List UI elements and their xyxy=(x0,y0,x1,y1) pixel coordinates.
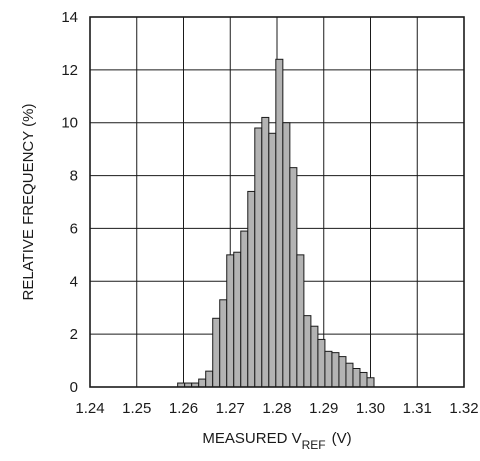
y-tick-label: 10 xyxy=(61,115,78,132)
histogram-bar xyxy=(275,58,284,388)
histogram-bar xyxy=(289,167,298,388)
histogram-bar xyxy=(352,368,361,388)
tick-labels: 1.24 1.25 1.26 1.27 1.28 1.29 1.30 1.31 1.32 0 2 4 6… xyxy=(61,9,478,417)
y-tick-label: 6 xyxy=(70,220,78,237)
histogram-bar xyxy=(268,132,277,388)
histogram-bar xyxy=(303,315,312,388)
x-tick-label: 1.26 xyxy=(169,400,198,417)
y-axis-title: RELATIVE FREQUENCY (%) xyxy=(20,104,37,301)
x-axis-title-unit: (V) xyxy=(332,430,352,447)
x-tick-label: 1.32 xyxy=(449,400,478,417)
x-tick-label: 1.27 xyxy=(216,400,245,417)
y-tick-label: 14 xyxy=(61,9,78,26)
y-tick-label: 0 xyxy=(70,379,78,396)
histogram-bar xyxy=(205,370,214,388)
y-tick-label: 8 xyxy=(70,168,78,185)
x-tick-label: 1.24 xyxy=(75,400,104,417)
plot-frame xyxy=(89,16,465,388)
x-axis-title: MEASURED VREF (V) xyxy=(202,430,351,452)
histogram-bar xyxy=(310,325,319,388)
histogram-bar xyxy=(212,317,221,388)
histogram-bar xyxy=(261,116,270,388)
histogram-bar xyxy=(324,350,333,388)
histogram-bar xyxy=(282,122,291,388)
histogram-bar xyxy=(338,356,347,388)
x-tick-label: 1.28 xyxy=(262,400,291,417)
x-tick-label: 1.29 xyxy=(309,400,338,417)
x-axis-title-main: MEASURED V xyxy=(202,430,301,447)
histogram-bar xyxy=(247,190,256,388)
y-tick-label: 4 xyxy=(70,273,78,290)
histogram-bar xyxy=(254,127,263,388)
histogram-bar xyxy=(345,362,354,388)
histogram-bar xyxy=(226,254,235,388)
histogram-bar xyxy=(233,251,242,388)
x-axis-title-subscript: REF xyxy=(302,438,326,452)
histogram-bar xyxy=(296,254,305,388)
histogram-bar xyxy=(317,338,326,388)
x-tick-label: 1.31 xyxy=(403,400,432,417)
histogram-bar xyxy=(359,371,368,388)
histogram-bars xyxy=(177,58,375,388)
y-tick-label: 2 xyxy=(70,326,78,343)
x-tick-label: 1.30 xyxy=(356,400,385,417)
histogram-bar xyxy=(240,230,249,388)
histogram-bar xyxy=(198,378,207,388)
x-tick-label: 1.25 xyxy=(122,400,151,417)
y-tick-label: 12 xyxy=(61,62,78,79)
histogram-bar xyxy=(331,352,340,388)
histogram-bar xyxy=(219,299,228,388)
histogram-bar xyxy=(366,377,375,388)
